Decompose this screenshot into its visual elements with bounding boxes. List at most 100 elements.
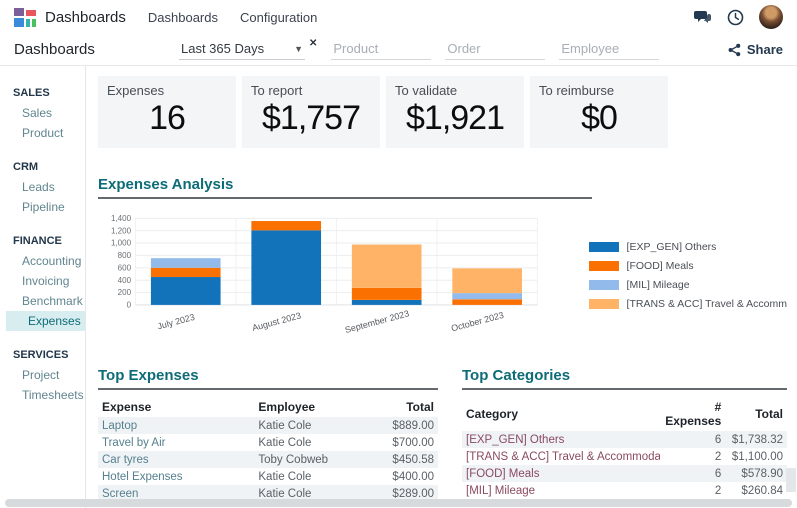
- category-link[interactable]: [TRANS & ACC] Travel & Accommoda: [466, 450, 661, 463]
- svg-text:400: 400: [118, 276, 132, 285]
- kpi-value: $0: [581, 99, 618, 137]
- sidebar-item-accounting[interactable]: Accounting: [22, 254, 82, 268]
- sidebar-item-expenses[interactable]: Expenses: [6, 311, 85, 331]
- page-body: SALES Sales Product CRM Leads Pipeline FINANCE…: [0, 66, 797, 508]
- breadcrumb[interactable]: Dashboards: [14, 41, 95, 58]
- vertical-scrollbar-stub[interactable]: [786, 468, 796, 492]
- bar-segment[interactable]: [351, 299, 422, 305]
- expenses-chart-svg[interactable]: 0 200 400 600 800 1,000 1,200 1,400 July 2023 Aug…: [98, 203, 545, 355]
- messages-icon[interactable]: [693, 8, 711, 26]
- table-row[interactable]: Travel by Air Katie Cole $700.00: [98, 434, 438, 451]
- category-link[interactable]: [EXP_GEN] Others: [466, 433, 565, 446]
- table-row[interactable]: Hotel Expenses Katie Cole $400.00: [98, 468, 438, 485]
- legend-item-exp-gen-others[interactable]: [EXP_GEN] Others: [588, 241, 787, 253]
- activity-clock-icon[interactable]: [726, 8, 744, 26]
- bar-segment[interactable]: [150, 267, 221, 278]
- kpi-value: $1,757: [262, 99, 361, 137]
- svg-text:1,000: 1,000: [111, 239, 132, 248]
- navbar-right: [693, 5, 783, 29]
- x-axis-label: August 2023: [251, 310, 302, 333]
- svg-text:1,200: 1,200: [111, 226, 132, 235]
- count-cell: 2: [714, 484, 722, 497]
- legend-swatch: [588, 260, 619, 271]
- col-header-total[interactable]: Total: [406, 400, 434, 414]
- main-content: Expenses 16 To report $1,757 To validate $1,9…: [86, 66, 797, 508]
- kpi-label: Expenses: [107, 83, 165, 98]
- expense-link[interactable]: Screen: [102, 487, 139, 500]
- bar-segment[interactable]: [452, 299, 522, 305]
- employee-cell: Katie Cole: [258, 470, 312, 483]
- dashboards-app-icon[interactable]: [14, 7, 36, 27]
- sidebar-item-product[interactable]: Product: [22, 126, 64, 140]
- table-row[interactable]: [FOOD] Meals 6 $578.90: [462, 465, 787, 482]
- app-name[interactable]: Dashboards: [45, 8, 126, 26]
- kpi-card-to-reimburse: To reimburse $0: [530, 76, 668, 148]
- top-navbar: Dashboards Dashboards Configuration: [0, 0, 797, 34]
- col-header-cat-total[interactable]: Total: [755, 407, 783, 421]
- table-row[interactable]: Laptop Katie Cole $889.00: [98, 417, 438, 434]
- table-row[interactable]: [EXP_GEN] Others 6 $1,738.32: [462, 431, 787, 448]
- employee-filter-input[interactable]: [559, 39, 660, 60]
- total-cell: $889.00: [392, 419, 434, 432]
- col-header-category[interactable]: Category: [466, 407, 519, 421]
- menu-configuration[interactable]: Configuration: [240, 9, 318, 25]
- bar-segment[interactable]: [351, 287, 422, 300]
- sidebar-item-pipeline[interactable]: Pipeline: [22, 200, 65, 214]
- legend-label: [TRANS & ACC] Travel & Accomm: [626, 297, 787, 310]
- share-icon: [728, 43, 741, 56]
- col-header-employee[interactable]: Employee: [258, 400, 316, 414]
- top-expenses-section: Top Expenses Expense Employee Total Lapt…: [98, 367, 438, 502]
- date-filter-value: Last 365 Days: [181, 41, 265, 56]
- sidebar-item-timesheets[interactable]: Timesheets: [22, 388, 84, 402]
- sidebar-section-crm: CRM: [13, 161, 39, 173]
- legend-item-food-meals[interactable]: [FOOD] Meals: [588, 260, 787, 272]
- x-axis-label: October 2023: [450, 310, 505, 334]
- total-cell: $289.00: [392, 487, 434, 500]
- menu-dashboards[interactable]: Dashboards: [147, 9, 218, 25]
- bar-segment[interactable]: [150, 277, 221, 305]
- sidebar-item-sales[interactable]: Sales: [22, 106, 53, 120]
- top-categories-body: [EXP_GEN] Others 6 $1,738.32 [TRANS & ACC] …: [462, 431, 787, 499]
- svg-text:800: 800: [118, 251, 132, 260]
- employee-cell: Katie Cole: [258, 436, 312, 449]
- table-row[interactable]: [MIL] Mileage 2 $260.84: [462, 482, 787, 499]
- bar-segment[interactable]: [251, 230, 322, 305]
- col-header-num-expenses[interactable]: # Expenses: [665, 400, 722, 428]
- sidebar-item-leads[interactable]: Leads: [22, 180, 55, 194]
- col-header-expense[interactable]: Expense: [102, 400, 152, 414]
- horizontal-scrollbar[interactable]: [5, 499, 792, 507]
- count-cell: 6: [714, 467, 722, 480]
- legend-item-mil-mileage[interactable]: [MIL] Mileage: [588, 278, 787, 291]
- count-cell: 2: [714, 450, 722, 463]
- sidebar-item-benchmark[interactable]: Benchmark: [22, 294, 83, 308]
- employee-cell: Toby Cobweb: [258, 453, 329, 466]
- order-filter-input[interactable]: [445, 39, 546, 60]
- bar-segment[interactable]: [150, 258, 221, 268]
- employee-cell: Katie Cole: [258, 419, 312, 432]
- legend-label: [MIL] Mileage: [626, 278, 690, 291]
- date-filter-select[interactable]: Last 365 Days ▼: [179, 39, 305, 60]
- sidebar-item-invoicing[interactable]: Invoicing: [22, 274, 70, 288]
- top-categories-table: Category # Expenses Total [EXP_GEN] Othe…: [462, 397, 787, 499]
- user-avatar[interactable]: [759, 5, 783, 29]
- expense-link[interactable]: Laptop: [102, 419, 138, 432]
- category-link[interactable]: [FOOD] Meals: [466, 467, 540, 480]
- category-link[interactable]: [MIL] Mileage: [466, 484, 536, 497]
- legend-item-trans-acc-travel-accomm[interactable]: [TRANS & ACC] Travel & Accomm: [588, 297, 787, 310]
- bar-segment[interactable]: [251, 221, 322, 231]
- clear-filter-icon[interactable]: ✕: [309, 38, 318, 49]
- sidebar-item-project[interactable]: Project: [22, 368, 60, 382]
- table-row[interactable]: Car tyres Toby Cobweb $450.58: [98, 451, 438, 468]
- bar-segment[interactable]: [351, 244, 422, 288]
- kpi-card-to-report: To report $1,757: [242, 76, 380, 148]
- share-button[interactable]: Share: [728, 42, 783, 57]
- expense-link[interactable]: Travel by Air: [102, 436, 166, 449]
- bar-segment[interactable]: [452, 268, 522, 294]
- expense-link[interactable]: Car tyres: [102, 453, 149, 466]
- expense-link[interactable]: Hotel Expenses: [102, 470, 183, 483]
- table-row[interactable]: [TRANS & ACC] Travel & Accommoda 2 $1,100.…: [462, 448, 787, 465]
- table-row[interactable]: Screen Katie Cole $289.00: [98, 485, 438, 502]
- product-filter-input[interactable]: [331, 39, 432, 60]
- share-label: Share: [746, 42, 783, 57]
- bar-segment[interactable]: [452, 293, 522, 300]
